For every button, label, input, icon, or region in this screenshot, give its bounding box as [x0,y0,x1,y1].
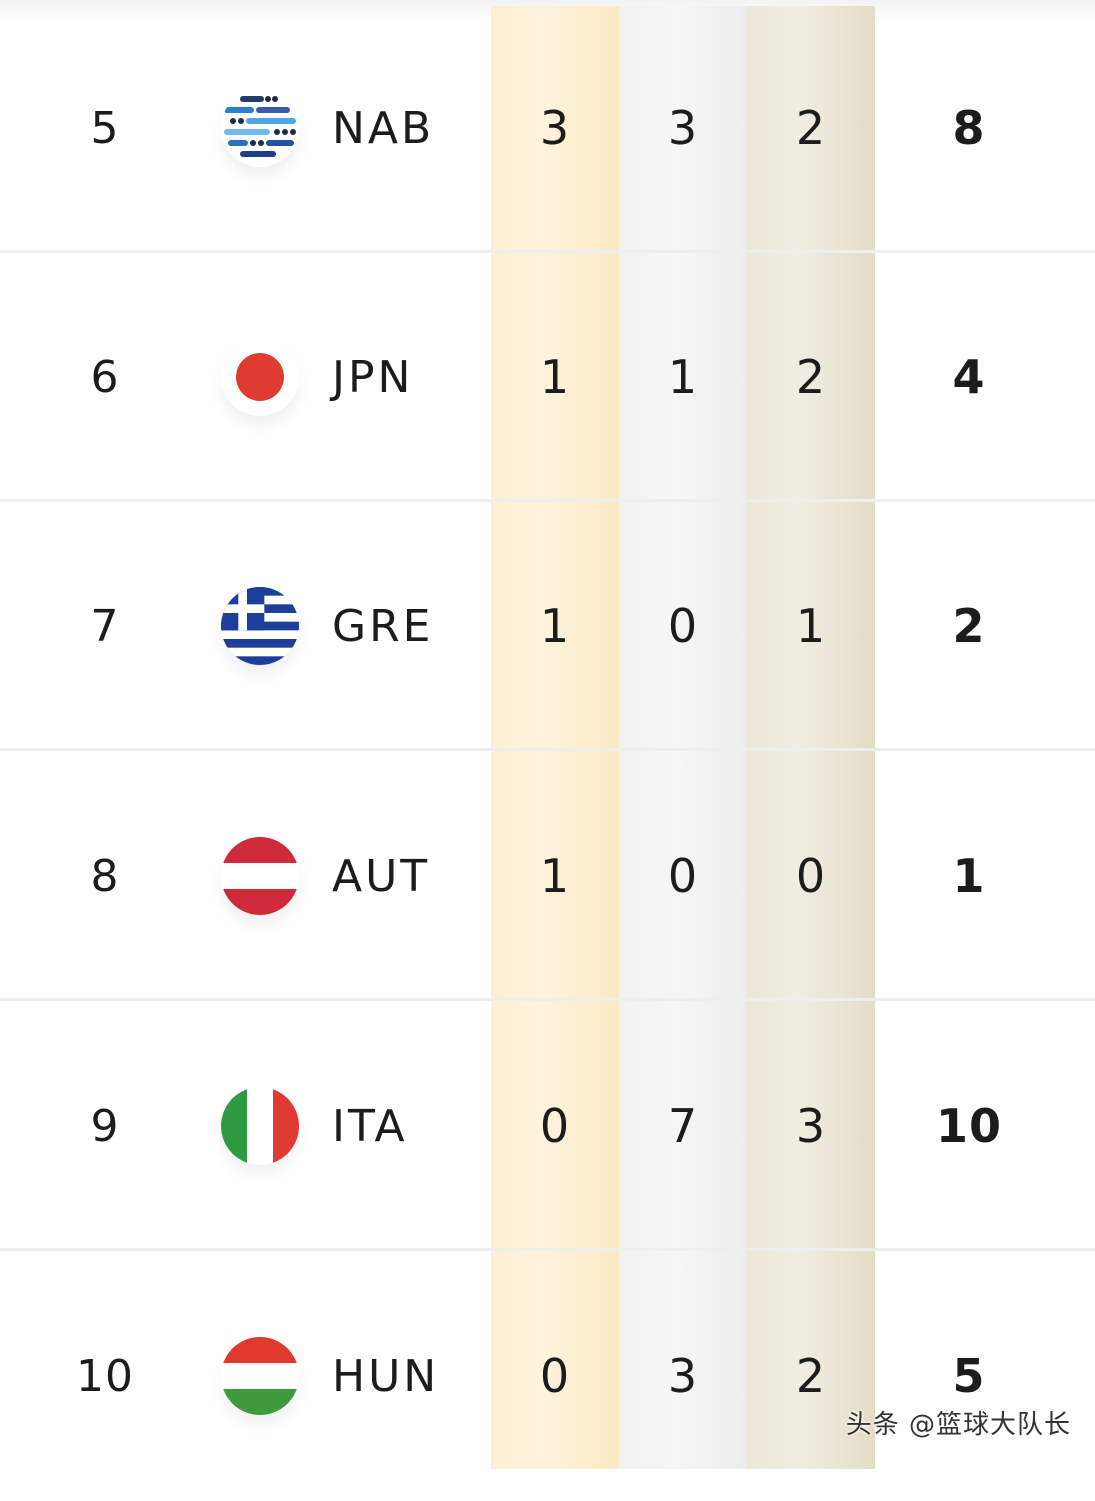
bronze-column-background [747,6,875,1469]
rank-cell: 9 [90,1100,120,1152]
total-count: 10 [935,1099,1002,1153]
silver-count: 3 [667,101,699,155]
bronze-count: 2 [795,1349,827,1403]
table-row[interactable]: 9 ITA 0 7 3 10 [0,1001,1095,1251]
country-code: HUN [332,1350,440,1402]
watermark: 头条 @篮球大队长 [845,1410,1071,1440]
table-row[interactable]: 10 HUN 0 3 2 5 [0,1251,1095,1501]
italy-flag-icon [221,1087,299,1165]
table-row[interactable]: 8 AUT 1 0 0 1 [0,751,1095,1001]
country-code: GRE [332,600,434,652]
silver-column-background [619,6,747,1469]
rank-cell: 7 [90,600,120,652]
country-code: ITA [332,1100,408,1152]
row-divider [0,748,1095,751]
country-code: JPN [332,351,414,403]
rank-cell: 10 [76,1350,134,1402]
medal-table: 5 NAB 3 [0,0,1095,1469]
bronze-count: 2 [795,350,827,404]
total-count: 2 [952,599,986,653]
silver-count: 0 [667,599,699,653]
row-divider [0,998,1095,1001]
gold-count: 1 [539,849,571,903]
gold-count: 1 [539,350,571,404]
rank-cell: 6 [90,351,120,403]
austria-flag-icon [221,837,299,915]
silver-count: 1 [667,350,699,404]
greece-flag-icon [221,587,299,665]
gold-count: 1 [539,599,571,653]
nab-logo-icon [221,89,299,167]
row-divider [0,499,1095,502]
total-count: 1 [952,849,986,903]
country-code: AUT [332,850,431,902]
gold-count: 3 [539,101,571,155]
total-count: 8 [952,101,986,155]
japan-flag-icon [221,338,299,416]
row-divider [0,250,1095,253]
gold-count: 0 [539,1099,571,1153]
hungary-flag-icon [221,1337,299,1415]
silver-count: 0 [667,849,699,903]
bronze-count: 2 [795,101,827,155]
rank-cell: 8 [90,850,120,902]
gold-count: 0 [539,1349,571,1403]
total-count: 5 [952,1349,986,1403]
silver-count: 3 [667,1349,699,1403]
rank-cell: 5 [90,102,120,154]
country-code: NAB [332,102,435,154]
table-row[interactable]: 5 NAB 3 [0,3,1095,253]
bronze-count: 1 [795,599,827,653]
bronze-count: 0 [795,849,827,903]
gold-column-background [491,6,619,1469]
bronze-count: 3 [795,1099,827,1153]
row-divider [0,1248,1095,1251]
table-row[interactable]: 7 GRE 1 0 1 2 [0,501,1095,751]
silver-count: 7 [667,1099,699,1153]
table-row[interactable]: 6 JPN 1 1 2 4 [0,252,1095,502]
total-count: 4 [952,350,986,404]
